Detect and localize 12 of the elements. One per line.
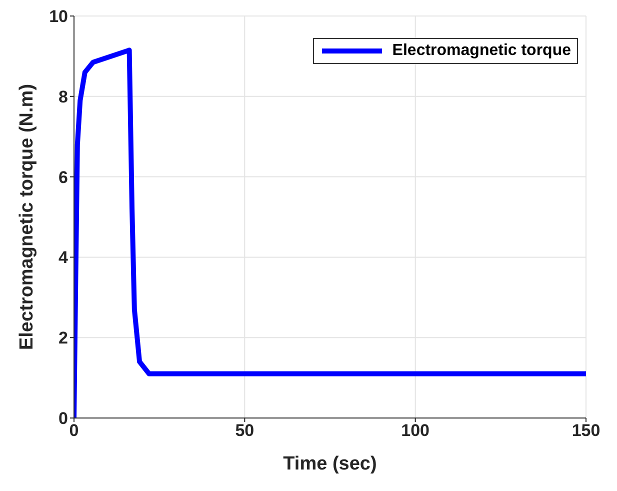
- y-tick-label: 4: [58, 248, 69, 268]
- y-tick-label: 0: [58, 409, 68, 428]
- y-axis-title: Electromagnetic torque (N.m): [16, 84, 38, 350]
- x-tick-label: 50: [235, 421, 254, 440]
- y-tick-label: 8: [58, 87, 68, 106]
- y-tick-label: 10: [49, 7, 68, 26]
- x-tick-label: 150: [572, 421, 600, 440]
- x-axis-title: Time (sec): [283, 453, 377, 474]
- y-tick-label: 2: [58, 328, 68, 348]
- x-tick-label: 100: [401, 421, 430, 440]
- y-tick-label: 6: [58, 168, 68, 187]
- legend-label: Electromagnetic torque: [392, 42, 571, 60]
